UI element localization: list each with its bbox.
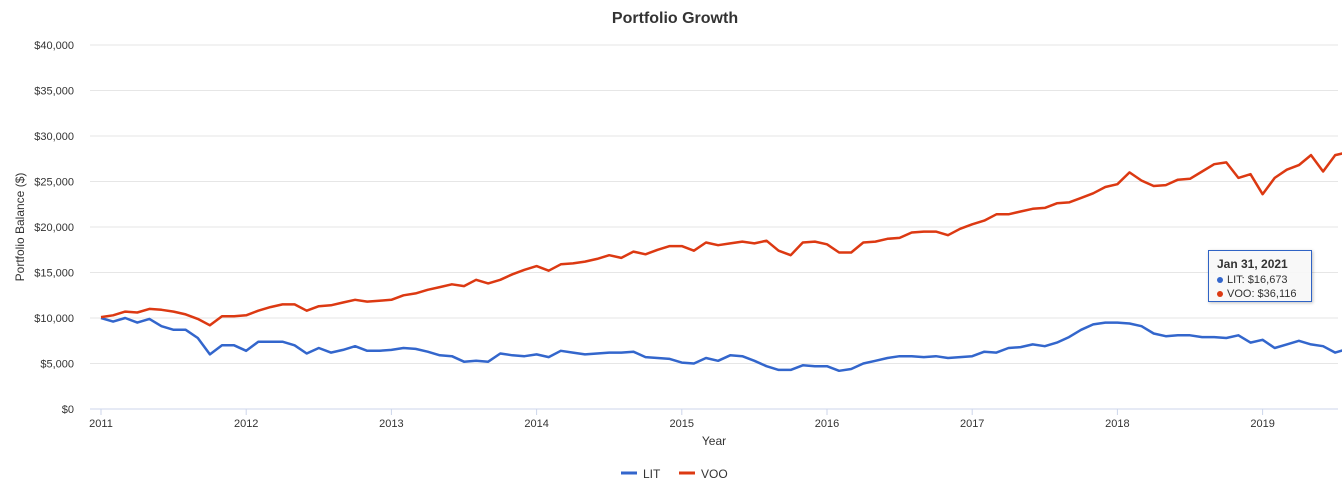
series-line-voo[interactable]	[100, 77, 1342, 327]
y-tick-label: $25,000	[34, 177, 74, 189]
legend: LIT VOO	[621, 467, 728, 481]
y-tick-label: $5,000	[40, 359, 74, 371]
y-tick-label: $20,000	[34, 222, 74, 234]
series-line-lit[interactable]	[100, 257, 1342, 373]
grid-lines	[90, 44, 1338, 364]
x-axis-title: Year	[702, 434, 726, 448]
y-tick-label: $30,000	[34, 131, 74, 143]
tooltip-row-lit: LIT: $16,673	[1217, 273, 1303, 287]
x-tick-label: 2017	[960, 418, 984, 430]
tooltip-dot-voo	[1217, 291, 1223, 298]
legend-item-lit[interactable]: LIT	[621, 467, 661, 481]
x-tick-label: 2013	[379, 418, 403, 430]
y-axis-ticks: $0 $5,000 $10,000 $15,000 $20,000 $25,000 $30,…	[34, 40, 74, 416]
legend-label-lit: LIT	[643, 467, 661, 481]
chart-title: Portfolio Growth	[612, 10, 738, 27]
series-lines	[100, 77, 1342, 373]
y-axis-title: Portfolio Balance ($)	[13, 173, 27, 282]
y-tick-label: $15,000	[34, 268, 74, 280]
hover-tooltip: Jan 31, 2021 LIT: $16,673 VOO: $36,116	[1208, 250, 1312, 302]
legend-label-voo: VOO	[701, 467, 728, 481]
y-tick-label: $10,000	[34, 313, 74, 325]
legend-item-voo[interactable]: VOO	[679, 467, 728, 481]
x-tick-label: 2018	[1105, 418, 1129, 430]
tooltip-value-voo: VOO: $36,116	[1227, 288, 1297, 300]
y-tick-label: $40,000	[34, 40, 74, 52]
y-tick-label: $0	[62, 404, 74, 416]
y-tick-label: $35,000	[34, 86, 74, 98]
tooltip-row-voo: VOO: $36,116	[1217, 287, 1303, 301]
tooltip-date: Jan 31, 2021	[1217, 257, 1288, 271]
x-tick-label: 2015	[670, 418, 694, 430]
x-axis-ticks: 2011201220132014201520162017201820192020…	[89, 409, 1275, 430]
tooltip-value-lit: LIT: $16,673	[1227, 274, 1288, 286]
x-tick-label: 2014	[524, 418, 548, 430]
tooltip-dot-lit	[1217, 277, 1223, 284]
x-tick-label: 2011	[89, 418, 113, 430]
x-tick-label: 2019	[1250, 418, 1274, 430]
x-tick-label: 2012	[234, 418, 258, 430]
x-tick-label: 2016	[815, 418, 839, 430]
